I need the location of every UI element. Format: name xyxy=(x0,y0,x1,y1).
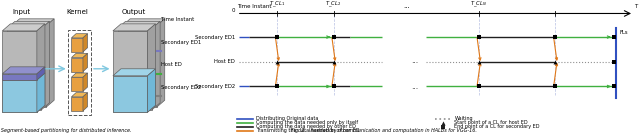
Polygon shape xyxy=(113,69,156,76)
Text: Time Instant: Time Instant xyxy=(161,17,195,22)
Text: Secondary ED1: Secondary ED1 xyxy=(195,35,235,40)
Polygon shape xyxy=(37,67,45,80)
Text: Secondary ED2: Secondary ED2 xyxy=(161,85,202,90)
Polygon shape xyxy=(7,21,49,28)
Text: Computing the data needed by other ED: Computing the data needed by other ED xyxy=(256,124,356,129)
Polygon shape xyxy=(118,21,160,28)
Polygon shape xyxy=(72,93,88,97)
Text: Distributing Original data: Distributing Original data xyxy=(256,116,318,121)
Text: $T\_CL_N$: $T\_CL_N$ xyxy=(470,0,487,9)
Polygon shape xyxy=(72,73,88,77)
Polygon shape xyxy=(3,73,45,80)
Text: Host ED: Host ED xyxy=(161,62,182,67)
Text: ...: ... xyxy=(403,3,410,9)
Polygon shape xyxy=(118,28,152,110)
Polygon shape xyxy=(113,31,147,112)
Polygon shape xyxy=(83,93,88,111)
Polygon shape xyxy=(147,69,156,112)
Text: Fig. 2.  Illustration of communication and computation in HALBs for VGG-16.: Fig. 2. Illustration of communication an… xyxy=(291,128,477,133)
Polygon shape xyxy=(7,28,42,110)
Polygon shape xyxy=(122,26,157,107)
Polygon shape xyxy=(72,97,83,111)
Polygon shape xyxy=(3,74,37,80)
Text: T: T xyxy=(634,4,637,9)
Text: Secondary ED2: Secondary ED2 xyxy=(195,84,235,89)
Polygon shape xyxy=(83,73,88,91)
Polygon shape xyxy=(12,26,46,107)
Polygon shape xyxy=(122,19,164,26)
Text: Time Instant: Time Instant xyxy=(237,4,271,9)
Polygon shape xyxy=(37,73,45,112)
Polygon shape xyxy=(147,24,156,112)
Polygon shape xyxy=(72,77,83,91)
Polygon shape xyxy=(72,58,83,72)
Text: Fig. 1.  Segment-based partitioning for distributed inference.: Fig. 1. Segment-based partitioning for d… xyxy=(0,128,132,133)
Text: Kernel: Kernel xyxy=(67,9,88,15)
Text: End point of a CL for secondary ED: End point of a CL for secondary ED xyxy=(454,124,540,129)
Polygon shape xyxy=(72,53,88,58)
Text: ...: ... xyxy=(411,56,418,65)
Text: $T\_CL_1$: $T\_CL_1$ xyxy=(269,0,285,9)
Text: FLs: FLs xyxy=(620,30,628,35)
Text: 0: 0 xyxy=(231,8,235,13)
Polygon shape xyxy=(3,31,37,112)
Polygon shape xyxy=(152,21,160,110)
Polygon shape xyxy=(113,76,147,112)
Text: Start point of a CL for host ED: Start point of a CL for host ED xyxy=(454,120,528,125)
Text: Host ED: Host ED xyxy=(214,59,235,64)
Polygon shape xyxy=(12,19,54,26)
Polygon shape xyxy=(3,67,45,74)
Polygon shape xyxy=(42,21,49,110)
Text: Output: Output xyxy=(122,9,146,15)
Polygon shape xyxy=(72,38,83,52)
Text: Computing the data needed only by itself: Computing the data needed only by itself xyxy=(256,120,358,125)
Text: $T\_CL_2$: $T\_CL_2$ xyxy=(325,0,342,9)
Text: Input: Input xyxy=(13,9,31,15)
Text: ...: ... xyxy=(411,82,418,91)
Text: Transmitting the data needed by other ED: Transmitting the data needed by other ED xyxy=(256,129,360,133)
Polygon shape xyxy=(37,24,45,112)
Polygon shape xyxy=(46,19,54,107)
Polygon shape xyxy=(72,34,88,38)
Polygon shape xyxy=(3,80,37,112)
Polygon shape xyxy=(157,19,164,107)
Text: Waiting: Waiting xyxy=(454,116,473,121)
Text: Secondary ED1: Secondary ED1 xyxy=(161,40,202,45)
Polygon shape xyxy=(3,24,45,31)
Polygon shape xyxy=(83,53,88,72)
Polygon shape xyxy=(113,24,156,31)
Polygon shape xyxy=(83,34,88,52)
